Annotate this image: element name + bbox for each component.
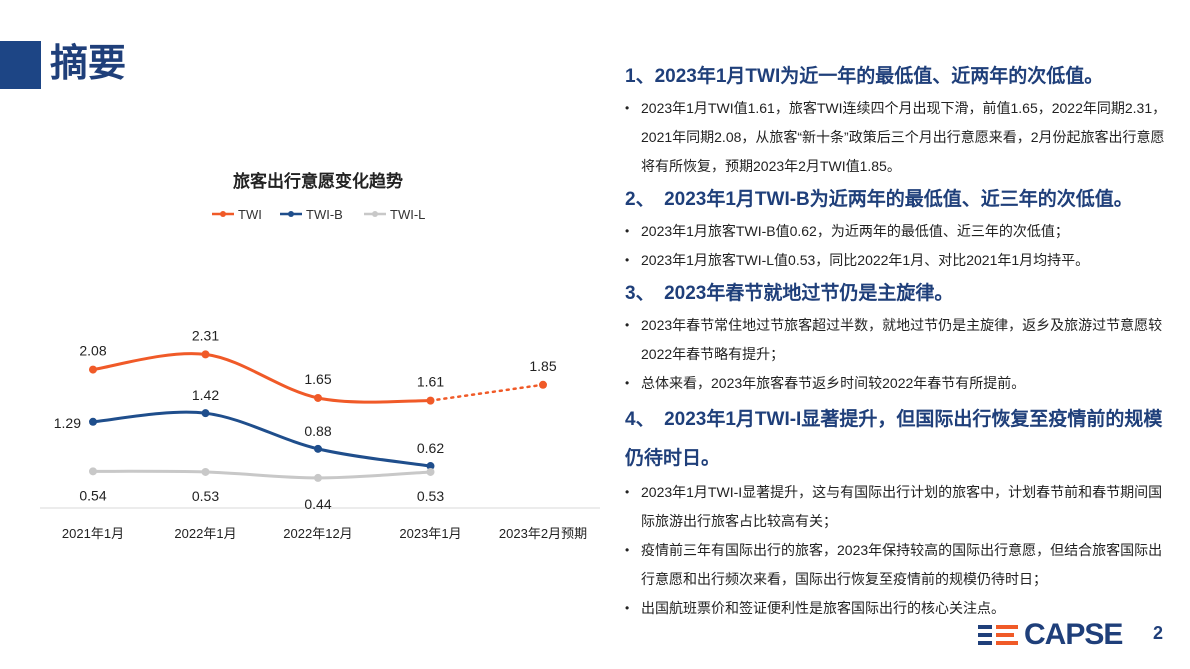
- data-label: 0.44: [304, 496, 331, 512]
- series-line-twi: [92, 352, 431, 404]
- data-point: [426, 467, 435, 476]
- page-title: 摘要: [50, 43, 127, 85]
- section-heading: 2、 2023年1月TWI-B为近两年的最低值、近三年的次低值。: [625, 189, 1133, 210]
- bullet-item: 2023年1月旅客TWI-B值0.62，为近两年的最低值、近三年的次低值；: [625, 217, 1173, 246]
- data-label: 1.29: [54, 415, 81, 431]
- bullet-item: 2023年1月旅客TWI-L值0.53，同比2022年1月、对比2021年1月均…: [625, 246, 1173, 275]
- forecast-line: [429, 383, 545, 402]
- bullet-list: 2023年1月旅客TWI-B值0.62，为近两年的最低值、近三年的次低值；202…: [625, 217, 1173, 275]
- data-label: 0.53: [417, 488, 444, 504]
- x-tick-label: 2021年1月: [62, 526, 124, 541]
- data-point: [314, 473, 322, 482]
- x-tick-label: 2023年2月预期: [499, 526, 587, 541]
- bullet-list: 2023年1月TWI-I显著提升，这与有国际出行计划的旅客中，计划春节前和春节期…: [625, 478, 1173, 623]
- data-point: [89, 417, 97, 426]
- logo-text: CAPSE: [1024, 618, 1123, 651]
- bullet-item: 疫情前三年有国际出行的旅客，2023年保持较高的国际出行意愿，但结合旅客国际出行…: [625, 536, 1173, 594]
- section-heading: 4、 2023年1月TWI-I显著提升，但国际出行恢复至疫情前的规模仍待时日。: [625, 409, 1163, 469]
- data-label: 1.42: [192, 387, 219, 403]
- data-label: 1.61: [417, 374, 444, 390]
- data-point: [539, 380, 547, 389]
- data-label: 2.08: [79, 343, 106, 359]
- bullet-item: 2023年1月TWI值1.61，旅客TWI连续四个月出现下滑，前值1.65，20…: [625, 94, 1173, 181]
- data-point: [89, 365, 97, 374]
- bullet-list: 2023年春节常住地过节旅客超过半数，就地过节仍是主旋律，返乡及旅游过节意愿较2…: [625, 311, 1173, 398]
- chart-title: 旅客出行意愿变化趋势: [233, 171, 403, 191]
- legend-label: TWI: [238, 207, 262, 222]
- summary-panel: 1、2023年1月TWI为近一年的最低值、近两年的次低值。 2023年1月TWI值…: [625, 60, 1173, 625]
- data-label: 0.54: [79, 487, 106, 503]
- data-point: [314, 393, 322, 402]
- data-point: [201, 350, 210, 359]
- legend-marker: [288, 211, 294, 217]
- page-number: 2: [1153, 623, 1164, 643]
- data-point: [314, 444, 322, 453]
- data-label: 0.53: [192, 488, 219, 504]
- x-tick-label: 2022年12月: [283, 526, 352, 541]
- data-point: [426, 462, 435, 471]
- capse-logo: CAPSE: [978, 618, 1123, 652]
- bullet-list: 2023年1月TWI值1.61，旅客TWI连续四个月出现下滑，前值1.65，20…: [625, 94, 1173, 181]
- section-heading: 3、 2023年春节就地过节仍是主旋律。: [625, 283, 954, 304]
- bullet-item: 2023年1月TWI-I显著提升，这与有国际出行计划的旅客中，计划春节前和春节期…: [625, 478, 1173, 536]
- section-heading: 1、2023年1月TWI为近一年的最低值、近两年的次低值。: [625, 66, 1104, 87]
- data-label: 2.31: [192, 327, 219, 343]
- data-point: [426, 396, 435, 405]
- data-point: [201, 409, 210, 418]
- x-tick-label: 2023年1月: [399, 526, 461, 541]
- legend-marker: [372, 211, 378, 217]
- x-tick-label: 2022年1月: [174, 526, 236, 541]
- data-label: 1.85: [529, 358, 556, 374]
- data-point: [201, 467, 210, 476]
- legend-marker: [220, 211, 226, 217]
- series-line-twi-l: [92, 469, 431, 480]
- legend-label: TWI-L: [390, 207, 425, 222]
- data-label: 0.88: [304, 423, 331, 439]
- legend-label: TWI-B: [306, 207, 343, 222]
- data-label: 0.62: [417, 440, 444, 456]
- data-point: [89, 467, 97, 476]
- title-accent-bar: [0, 41, 41, 89]
- line-chart: 旅客出行意愿变化趋势 TWI TWI-B TWI-L 2021年1月 2022年1月 202…: [40, 171, 600, 541]
- series-line-twi-b: [92, 410, 431, 468]
- bullet-item: 2023年春节常住地过节旅客超过半数，就地过节仍是主旋律，返乡及旅游过节意愿较2…: [625, 311, 1173, 369]
- data-label: 1.65: [304, 371, 331, 387]
- bullet-item: 总体来看，2023年旅客春节返乡时间较2022年春节有所提前。: [625, 369, 1173, 398]
- bullet-item: 出国航班票价和签证便利性是旅客国际出行的核心关注点。: [625, 594, 1173, 623]
- logo-stripes-icon: [978, 622, 1018, 648]
